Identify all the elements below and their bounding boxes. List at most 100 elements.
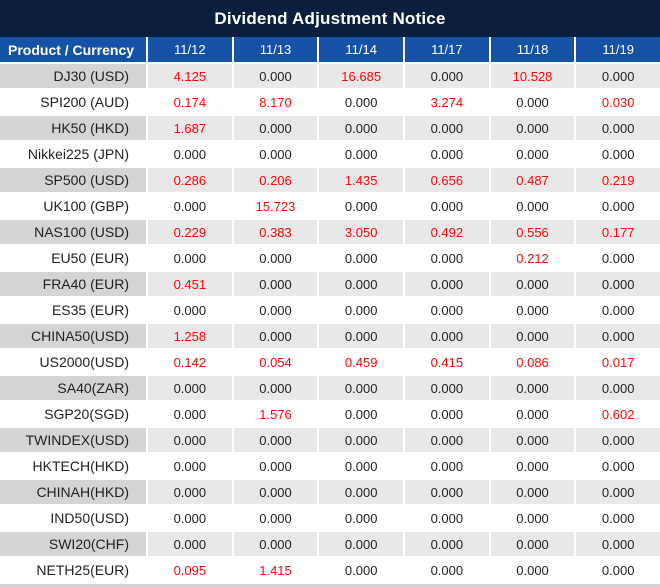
value-cell: 0.000 [576, 454, 660, 480]
header-row: Product / Currency 11/12 11/13 11/14 11/… [0, 37, 660, 64]
product-cell: US2000(USD) [0, 350, 148, 376]
value-cell: 0.000 [405, 454, 491, 480]
value-cell: 0.000 [576, 116, 660, 142]
value-cell: 0.000 [148, 428, 234, 454]
table-row: ES35 (EUR) 0.000 0.000 0.000 0.000 0.000 0.00… [0, 298, 660, 324]
value-cell: 0.000 [233, 116, 320, 142]
value-cell: 0.000 [405, 532, 491, 558]
value-cell: 0.000 [490, 194, 577, 220]
value-cell: 0.000 [490, 90, 577, 116]
product-cell: SPI200 (AUD) [0, 90, 148, 116]
value-cell: 0.000 [405, 64, 491, 90]
value-cell: 0.000 [490, 402, 577, 428]
value-cell: 0.000 [233, 428, 320, 454]
product-cell: TWINDEX(USD) [0, 428, 148, 454]
product-cell: CHINA50(USD) [0, 324, 148, 350]
table-row: CHINAH(HKD) 0.000 0.000 0.000 0.000 0.000 0.0… [0, 480, 660, 506]
value-cell: 1.258 [148, 324, 234, 350]
value-cell: 0.000 [405, 298, 491, 324]
value-cell: 0.000 [148, 246, 234, 272]
value-cell: 0.000 [490, 454, 577, 480]
value-cell: 0.000 [148, 532, 234, 558]
value-cell: 0.000 [233, 246, 320, 272]
column-header-date-5: 11/18 [490, 37, 577, 64]
table-row: DJ30 (USD) 4.125 0.000 16.685 0.000 10.528 0.… [0, 64, 660, 90]
value-cell: 0.000 [490, 324, 577, 350]
value-cell: 0.000 [405, 116, 491, 142]
value-cell: 0.000 [319, 506, 406, 532]
value-cell: 0.219 [576, 168, 660, 194]
product-cell: UK100 (GBP) [0, 194, 148, 220]
product-cell: SA40(ZAR) [0, 376, 148, 402]
value-cell: 0.000 [405, 246, 491, 272]
value-cell: 0.656 [405, 168, 491, 194]
value-cell: 0.000 [319, 532, 406, 558]
value-cell: 0.174 [148, 90, 234, 116]
value-cell: 0.000 [576, 324, 660, 350]
value-cell: 0.000 [576, 298, 660, 324]
value-cell: 0.487 [490, 168, 577, 194]
value-cell: 0.000 [490, 506, 577, 532]
value-cell: 0.000 [319, 402, 406, 428]
table-row: TWINDEX(USD) 0.000 0.000 0.000 0.000 0.000 0.… [0, 428, 660, 454]
value-cell: 0.000 [405, 480, 491, 506]
table-row: UK100 (GBP) 0.000 15.723 0.000 0.000 0.000 0.… [0, 194, 660, 220]
value-cell: 0.000 [576, 194, 660, 220]
value-cell: 0.095 [148, 558, 234, 584]
value-cell: 3.274 [405, 90, 491, 116]
value-cell: 0.000 [576, 506, 660, 532]
value-cell: 0.000 [233, 272, 320, 298]
value-cell: 0.000 [576, 480, 660, 506]
table-row: HKTECH(HKD) 0.000 0.000 0.000 0.000 0.000 0.0… [0, 454, 660, 480]
table-row: NAS100 (USD) 0.229 0.383 3.050 0.492 0.556 0.… [0, 220, 660, 246]
value-cell: 0.451 [148, 272, 234, 298]
table-row: CHINA50(USD) 1.258 0.000 0.000 0.000 0.000 0.… [0, 324, 660, 350]
value-cell: 0.000 [405, 272, 491, 298]
value-cell: 0.000 [319, 558, 406, 584]
product-cell: SWI20(CHF) [0, 532, 148, 558]
value-cell: 4.125 [148, 64, 234, 90]
column-header-product: Product / Currency [0, 37, 148, 64]
product-cell: FRA40 (EUR) [0, 272, 148, 298]
value-cell: 0.000 [405, 324, 491, 350]
value-cell: 0.000 [319, 454, 406, 480]
product-cell: DJ30 (USD) [0, 64, 148, 90]
value-cell: 0.000 [233, 506, 320, 532]
value-cell: 0.000 [405, 402, 491, 428]
value-cell: 0.000 [319, 480, 406, 506]
product-cell: CHINAH(HKD) [0, 480, 148, 506]
value-cell: 1.687 [148, 116, 234, 142]
table-row: NETH25(EUR) 0.095 1.415 0.000 0.000 0.000 0.0… [0, 558, 660, 584]
table-row: SA40(ZAR) 0.000 0.000 0.000 0.000 0.000 0.000 [0, 376, 660, 402]
value-cell: 0.030 [576, 90, 660, 116]
value-cell: 0.206 [233, 168, 320, 194]
value-cell: 0.000 [405, 194, 491, 220]
value-cell: 0.000 [490, 480, 577, 506]
value-cell: 0.000 [148, 376, 234, 402]
product-cell: NETH25(EUR) [0, 558, 148, 584]
product-cell: SP500 (USD) [0, 168, 148, 194]
value-cell: 0.000 [319, 298, 406, 324]
value-cell: 0.000 [233, 532, 320, 558]
value-cell: 0.054 [233, 350, 320, 376]
value-cell: 0.000 [233, 142, 320, 168]
table-row: SWI20(CHF) 0.000 0.000 0.000 0.000 0.000 0.00… [0, 532, 660, 558]
value-cell: 0.000 [490, 298, 577, 324]
value-cell: 16.685 [319, 64, 406, 90]
value-cell: 0.000 [576, 246, 660, 272]
value-cell: 10.528 [490, 64, 577, 90]
value-cell: 0.492 [405, 220, 491, 246]
value-cell: 0.177 [576, 220, 660, 246]
value-cell: 0.086 [490, 350, 577, 376]
value-cell: 0.556 [490, 220, 577, 246]
value-cell: 0.286 [148, 168, 234, 194]
value-cell: 0.000 [405, 428, 491, 454]
value-cell: 0.000 [319, 272, 406, 298]
product-cell: NAS100 (USD) [0, 220, 148, 246]
table-body: DJ30 (USD) 4.125 0.000 16.685 0.000 10.528 0.… [0, 64, 660, 584]
value-cell: 0.000 [233, 376, 320, 402]
value-cell: 0.459 [319, 350, 406, 376]
value-cell: 0.000 [576, 376, 660, 402]
table-row: SP500 (USD) 0.286 0.206 1.435 0.656 0.487 0.2… [0, 168, 660, 194]
value-cell: 0.017 [576, 350, 660, 376]
